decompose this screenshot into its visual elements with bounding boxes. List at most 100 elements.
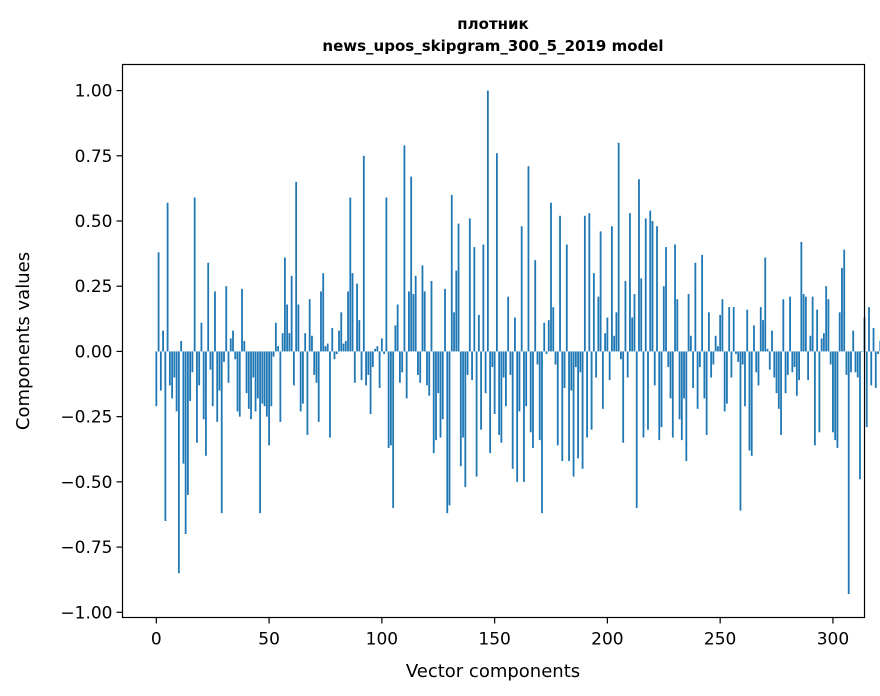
bar	[498, 351, 501, 435]
bar	[426, 351, 428, 386]
bar	[574, 351, 577, 368]
bar	[383, 351, 386, 355]
bar	[205, 351, 207, 456]
y-tick-label: 0.75	[75, 147, 113, 167]
bar	[227, 351, 230, 383]
bar	[324, 346, 327, 352]
bar	[229, 338, 232, 352]
bar	[340, 312, 343, 352]
bar	[482, 244, 485, 352]
bar	[525, 351, 528, 407]
bar	[635, 351, 638, 508]
bar	[441, 351, 444, 420]
bar	[189, 351, 192, 401]
bar	[859, 351, 861, 480]
y-tick-label: −0.25	[60, 408, 112, 428]
bar	[329, 351, 331, 438]
bar	[793, 351, 796, 368]
bar	[701, 254, 704, 352]
bar	[162, 330, 164, 352]
bar	[676, 299, 679, 352]
x-tick-label: 50	[258, 630, 280, 650]
bar	[430, 281, 433, 352]
bar	[353, 351, 356, 383]
bar	[209, 351, 212, 370]
bar	[642, 351, 645, 438]
bar	[290, 275, 293, 352]
bar	[626, 351, 629, 378]
y-tick-label: −0.50	[60, 473, 112, 493]
bar	[613, 335, 616, 352]
bar	[270, 351, 273, 407]
bar	[437, 351, 440, 394]
bar	[198, 351, 201, 386]
bar	[214, 291, 216, 352]
bar	[216, 351, 219, 422]
bar	[274, 322, 277, 352]
bar	[180, 341, 183, 352]
bar	[804, 296, 807, 352]
bar	[464, 351, 467, 488]
bar	[405, 351, 408, 399]
bar	[288, 333, 291, 352]
bar	[184, 351, 187, 535]
bar	[834, 351, 837, 441]
bar	[868, 307, 870, 352]
bar	[660, 351, 663, 428]
bar	[263, 351, 266, 407]
bar	[457, 223, 460, 352]
bar	[313, 351, 316, 375]
bar	[861, 351, 864, 352]
bar	[712, 351, 715, 365]
bar	[518, 351, 521, 412]
bar	[191, 351, 194, 373]
bar	[516, 351, 519, 482]
bar	[771, 330, 773, 352]
bar	[624, 281, 627, 352]
bar	[286, 304, 289, 352]
bar	[529, 351, 532, 433]
bar	[816, 309, 819, 352]
bar	[250, 351, 252, 420]
bar	[302, 351, 304, 404]
bar	[369, 351, 372, 415]
bar	[714, 335, 717, 352]
bar	[730, 351, 733, 378]
bar	[552, 307, 555, 352]
bar	[344, 341, 347, 352]
bar	[809, 335, 812, 352]
bar	[333, 351, 336, 360]
bar	[507, 296, 510, 352]
bar	[281, 333, 284, 352]
bar	[432, 351, 435, 454]
bar	[362, 155, 365, 352]
bar	[802, 294, 805, 352]
bar	[439, 351, 442, 438]
y-tick-label: −1.00	[60, 603, 112, 623]
bar	[588, 213, 591, 352]
bar	[505, 351, 507, 407]
bar	[640, 278, 643, 352]
bar	[200, 322, 203, 352]
bar	[511, 351, 514, 469]
chart-subtitle: news_upos_skipgram_300_5_2019 model	[322, 37, 663, 55]
bar	[207, 262, 210, 352]
bar	[737, 351, 740, 362]
bar	[175, 351, 178, 412]
bar	[261, 351, 264, 404]
bar	[782, 299, 785, 352]
bar	[836, 351, 839, 448]
bar	[527, 166, 530, 352]
bar	[500, 351, 503, 443]
bar	[728, 307, 731, 352]
bar	[444, 288, 446, 352]
bar	[656, 226, 658, 352]
bar	[489, 351, 492, 454]
bar	[572, 351, 575, 477]
bar	[601, 351, 604, 409]
bar	[220, 351, 223, 514]
bar	[579, 351, 582, 373]
bar	[789, 296, 791, 352]
bar	[563, 351, 566, 388]
